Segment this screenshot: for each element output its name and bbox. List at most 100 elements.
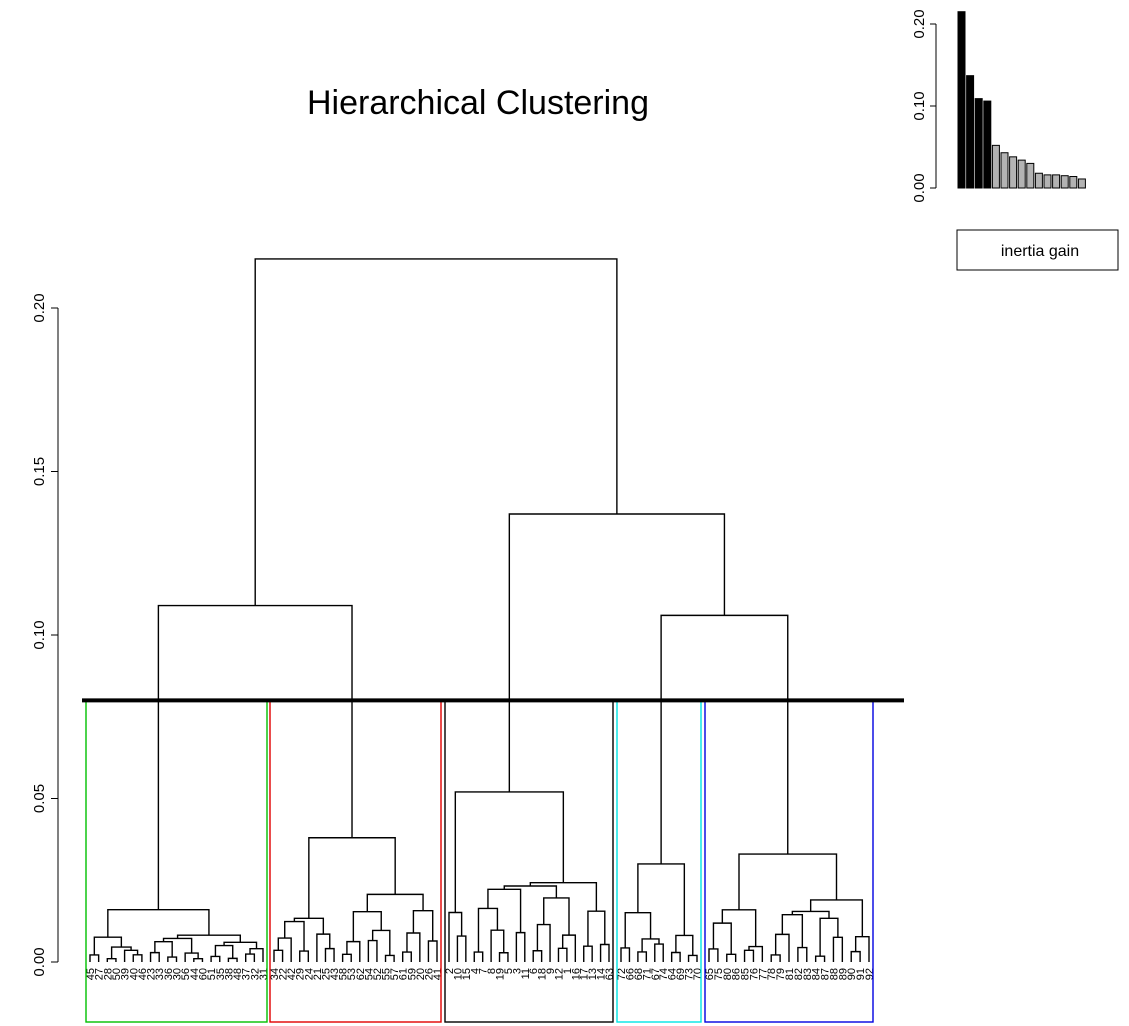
dendrogram-link <box>529 882 598 912</box>
dendrogram-link <box>708 948 719 962</box>
dendrogram-link <box>401 951 412 962</box>
leaf-label: 85 <box>740 968 752 980</box>
dendrogram-link <box>367 939 378 962</box>
inertia-bar <box>1052 174 1061 189</box>
leaf-label: 24 <box>303 968 315 980</box>
dendrogram-link <box>162 937 193 954</box>
leaf-label: 54 <box>363 968 375 980</box>
leaf-label: 86 <box>731 968 743 980</box>
dendrogram-link <box>149 951 160 962</box>
leaf-label: 77 <box>757 968 769 980</box>
leaf-label: 48 <box>232 968 244 980</box>
leaf-label: 62 <box>355 968 367 980</box>
dendrogram-link <box>624 911 652 948</box>
dendrogram-link <box>498 952 509 962</box>
dendrogram-link <box>193 958 204 962</box>
inertia-bar <box>957 11 966 189</box>
dendrogram-link <box>448 911 463 962</box>
leaf-label: 82 <box>793 968 805 980</box>
dendrogram-link <box>583 945 593 962</box>
leaf-label: 80 <box>722 968 734 980</box>
leaf-label: 9 <box>545 968 557 974</box>
dendrogram-link <box>176 934 241 943</box>
leaf-label: 2 <box>444 968 456 974</box>
dendrogram-link <box>277 937 292 962</box>
dendrogram-link <box>154 941 173 958</box>
leaf-label: 27 <box>94 968 106 980</box>
leaf-label: 29 <box>295 968 307 980</box>
leaf-label: 43 <box>329 968 341 980</box>
leaf-label: 51 <box>206 968 218 980</box>
leaf-label: 63 <box>604 968 616 980</box>
leaf-label: 67 <box>650 968 662 980</box>
leaf-label: 74 <box>658 968 670 980</box>
leaf-label: 58 <box>338 968 350 980</box>
dendrogram-link <box>273 949 284 962</box>
leaf-label: 32 <box>249 968 261 980</box>
leaf-label: 37 <box>241 968 253 980</box>
dendrogram-link <box>557 947 568 962</box>
leaf-label: 59 <box>406 968 418 980</box>
leaf-label: 4 <box>469 968 481 974</box>
dendrogram-link <box>227 957 238 962</box>
dendrogram-link <box>167 956 178 962</box>
dendrogram-link <box>93 936 123 955</box>
dendrogram-link <box>687 954 698 962</box>
leaf-label: 22 <box>278 968 290 980</box>
leaf-label: 26 <box>423 968 435 980</box>
leaf-label: 35 <box>215 968 227 980</box>
leaf-label: 73 <box>684 968 696 980</box>
dendrogram-link <box>254 258 618 606</box>
dendrogram-link <box>561 934 577 962</box>
leaf-label: 45 <box>85 968 97 980</box>
dendrogram-link <box>427 940 438 962</box>
dendrogram-link <box>384 954 395 962</box>
inertia-bar <box>1017 159 1026 189</box>
inertia-bar <box>1069 176 1078 189</box>
inertia-bar <box>1034 172 1043 189</box>
dendrogram-link <box>738 853 838 910</box>
leaf-label: 12 <box>553 968 565 980</box>
inertia-y-tick-label: 0.20 <box>911 9 928 38</box>
leaf-label: 1 <box>562 968 574 974</box>
dendrogram-link <box>157 604 353 910</box>
leaf-label: 65 <box>704 968 716 980</box>
dendrogram-link <box>637 863 686 936</box>
dendrogram-link <box>587 910 606 947</box>
dendrogram-link <box>106 958 117 962</box>
dendrogram-link <box>770 954 781 962</box>
y-tick-label: 0.10 <box>31 620 48 649</box>
dendrogram-link <box>536 923 551 962</box>
inertia-bar <box>966 75 975 189</box>
leaf-label: 44 <box>189 968 201 980</box>
leaf-label: 13 <box>587 968 599 980</box>
dendrogram-link <box>210 955 221 962</box>
chart-title: Hierarchical Clustering <box>307 84 649 122</box>
dendrogram-link <box>352 910 382 942</box>
dendrogram-link <box>249 947 264 962</box>
dendrogram-link <box>366 893 424 912</box>
leaf-label: 30 <box>172 968 184 980</box>
leaf-label: 56 <box>180 968 192 980</box>
dendrogram-link <box>308 837 396 919</box>
dendrogram-link <box>341 953 352 962</box>
dendrogram-link <box>814 955 826 962</box>
inertia-bar <box>1000 152 1009 189</box>
leaf-label: 79 <box>775 968 787 980</box>
leaf-label: 19 <box>495 968 507 980</box>
leaf-label: 55 <box>381 968 393 980</box>
dendrogram-link <box>107 908 210 938</box>
leaf-label: 90 <box>846 968 858 980</box>
dendrogram-link <box>670 951 681 962</box>
leaf-label: 5 <box>503 968 515 974</box>
leaf-label: 52 <box>372 968 384 980</box>
leaf-label: 39 <box>120 968 132 980</box>
dendrogram-link <box>406 932 421 962</box>
dendrogram-link <box>832 936 844 962</box>
leaf-label: 34 <box>269 968 281 980</box>
legend-label: inertia gain <box>1001 243 1079 260</box>
dendrogram-link <box>743 949 755 962</box>
leaf-label: 10 <box>452 968 464 980</box>
leaf-label: 66 <box>624 968 636 980</box>
y-tick-label: 0.20 <box>31 293 48 322</box>
